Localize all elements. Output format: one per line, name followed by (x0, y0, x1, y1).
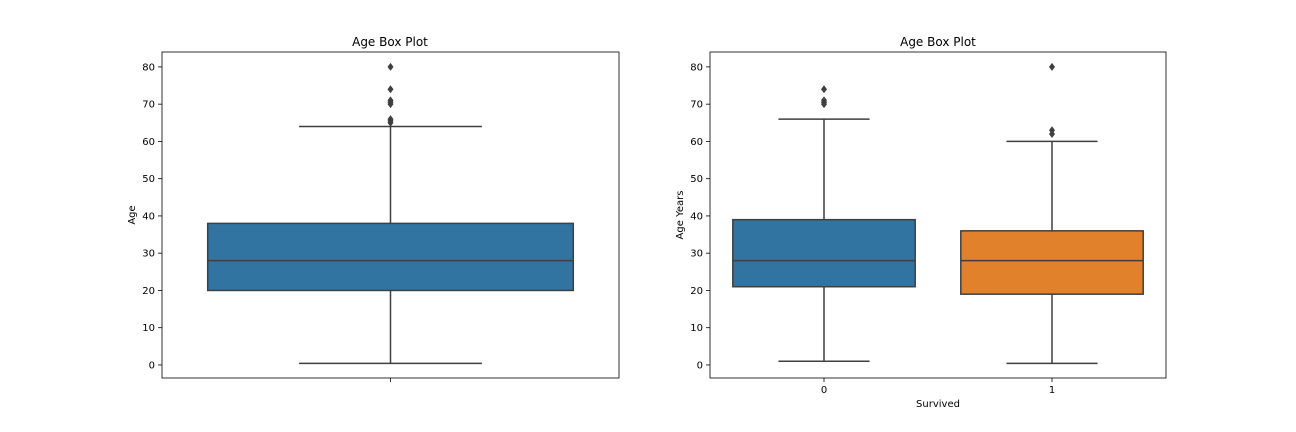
right-y-axis-label: Age Years (675, 191, 686, 240)
right-y-tick-label-8: 80 (690, 62, 703, 73)
right-x-tick-label-1: 1 (1049, 385, 1055, 396)
right-x-tick-label-0: 0 (821, 385, 827, 396)
left-box-0-outlier-5 (387, 96, 394, 105)
right-y-tick-label-0: 0 (697, 360, 703, 371)
left-y-tick-label-2: 20 (142, 286, 155, 297)
right-y-tick-label-7: 70 (690, 100, 703, 111)
right-y-tick-label-3: 30 (690, 249, 703, 260)
left-box-0-outlier-7 (387, 62, 394, 71)
right-y-tick-label-1: 10 (690, 323, 703, 334)
left-y-tick-label-4: 40 (142, 211, 155, 222)
right-y-tick-label-5: 50 (690, 174, 703, 185)
left-y-tick-label-8: 80 (142, 62, 155, 73)
left-box-0-outlier-6 (387, 85, 394, 94)
right-plot-frame (709, 51, 1167, 379)
right-box-0-iqr-box (732, 218, 916, 288)
right-box-plot: Age Box Plot Age Years Survived 01020304… (675, 35, 1167, 410)
right-y-tick-label-6: 60 (690, 137, 703, 148)
right-box-1-outlier-2 (1049, 62, 1055, 71)
left-box-plot: Age Box Plot Age 0 10 20 30 40 50 60 70 80 (127, 35, 620, 382)
left-box-0-iqr-box (206, 222, 575, 292)
right-box-1-iqr-box (960, 230, 1144, 295)
left-y-tick-label-6: 60 (142, 137, 155, 148)
right-y-tick-label-2: 20 (690, 286, 703, 297)
left-y-tick-label-3: 30 (142, 249, 155, 260)
right-box-0-outlier-3 (821, 85, 827, 94)
left-plot-area: 0 10 20 30 40 50 60 70 80 (142, 51, 620, 382)
left-y-axis-label: Age (127, 205, 138, 224)
right-box-0-outlier-2 (821, 96, 827, 105)
right-box-1-outlier-1 (1049, 126, 1055, 135)
right-y-tick-label-4: 40 (690, 211, 703, 222)
right-plot-area: 0 10 20 30 40 50 60 70 80 0 1 (690, 51, 1167, 396)
left-y-tick-label-1: 10 (142, 323, 155, 334)
left-box-0-outlier-2 (387, 115, 394, 124)
right-chart-title: Age Box Plot (900, 35, 976, 49)
left-y-tick-label-5: 50 (142, 174, 155, 185)
left-chart-title: Age Box Plot (352, 35, 428, 49)
left-y-tick-label-7: 70 (142, 100, 155, 111)
left-y-tick-label-0: 0 (149, 360, 155, 371)
right-x-axis-label: Survived (916, 399, 960, 410)
